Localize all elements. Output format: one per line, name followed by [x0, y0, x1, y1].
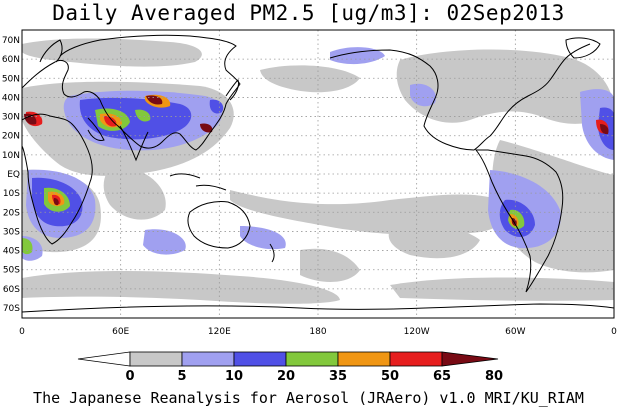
- colorbar-tick-label: 50: [381, 369, 399, 384]
- lat-label: EQ: [7, 170, 20, 180]
- lat-label: 40N: [2, 93, 20, 103]
- coastline-north-america: [329, 43, 591, 151]
- coastline-australia: [187, 201, 251, 249]
- coastline-greenland: [565, 37, 601, 59]
- coastline-south-america: [474, 149, 564, 293]
- colorbar-labels: 0 5 10 20 35 50 65 80: [125, 369, 503, 384]
- map-title: Daily Averaged PM2.5 [ug/m3]: 02Sep2013: [52, 1, 565, 25]
- colorbar-max-arrow: [441, 351, 499, 367]
- pm25-map: 70N 60N 50N 40N 30N 20N 10N EQ 10S 20S 30S 40S 50S 60…: [2, 29, 617, 384]
- coastline-new-zealand: [269, 243, 275, 263]
- longitude-labels: 0 60E 120E 180 120W 60W 0: [19, 327, 617, 337]
- colorbar-tick-label: 20: [277, 369, 295, 384]
- colorbar: [77, 351, 499, 367]
- lat-label: 20N: [2, 132, 20, 142]
- lon-label: 120W: [404, 327, 430, 337]
- lat-label: 60S: [3, 285, 20, 295]
- map-frame: [21, 29, 615, 319]
- colorbar-tick-label: 35: [329, 369, 347, 384]
- colorbar-tick-label: 10: [225, 369, 243, 384]
- lon-label: 0: [19, 327, 25, 337]
- lat-label: 30S: [3, 227, 20, 237]
- lat-label: 70N: [2, 36, 20, 46]
- coastline-asia: [59, 34, 241, 151]
- lat-label: 50S: [3, 266, 20, 276]
- lat-label: 10S: [3, 189, 20, 199]
- coastline-antarctica: [22, 303, 614, 313]
- colorbar-tick-label: 65: [433, 369, 451, 384]
- coastlines: [22, 34, 614, 313]
- colorbar-segment: [337, 351, 391, 367]
- pm25-level-over-80: [24, 95, 609, 226]
- colorbar-segment: [181, 351, 235, 367]
- lat-label: 10N: [2, 151, 20, 161]
- colorbar-segment: [233, 351, 287, 367]
- coastline-arabia: [87, 117, 105, 141]
- coastline-scandinavia: [39, 39, 63, 63]
- colorbar-min-arrow: [77, 351, 131, 367]
- coastline-europe: [22, 59, 101, 101]
- coastline-japan: [225, 79, 239, 101]
- lon-label: 60W: [505, 327, 525, 337]
- lon-label: 180: [309, 327, 326, 337]
- colorbar-segment: [129, 351, 183, 367]
- latitude-labels: 70N 60N 50N 40N 30N 20N 10N EQ 10S 20S 30S 40S 50S 60…: [2, 36, 20, 314]
- lat-label: 20S: [3, 208, 20, 218]
- colorbar-tick-label: 5: [177, 369, 186, 384]
- coastline-africa: [22, 113, 93, 245]
- lat-label: 50N: [2, 74, 20, 84]
- lon-label: 120E: [208, 327, 231, 337]
- coastline-india: [119, 125, 149, 162]
- lat-label: 30N: [2, 113, 20, 123]
- lat-label: 70S: [3, 304, 20, 314]
- lon-label: 0: [611, 327, 617, 337]
- colorbar-segment: [389, 351, 443, 367]
- lat-label: 60N: [2, 55, 20, 65]
- colorbar-segment: [285, 351, 339, 367]
- coastline-indonesia: [169, 173, 227, 191]
- graticule: [22, 30, 614, 318]
- colorbar-tick-label: 0: [125, 369, 134, 384]
- lon-label: 60E: [112, 327, 129, 337]
- lat-label: 40S: [3, 247, 20, 257]
- colorbar-tick-label: 80: [485, 369, 503, 384]
- footer-credit: The Japanese Reanalysis for Aerosol (JRA…: [33, 389, 584, 407]
